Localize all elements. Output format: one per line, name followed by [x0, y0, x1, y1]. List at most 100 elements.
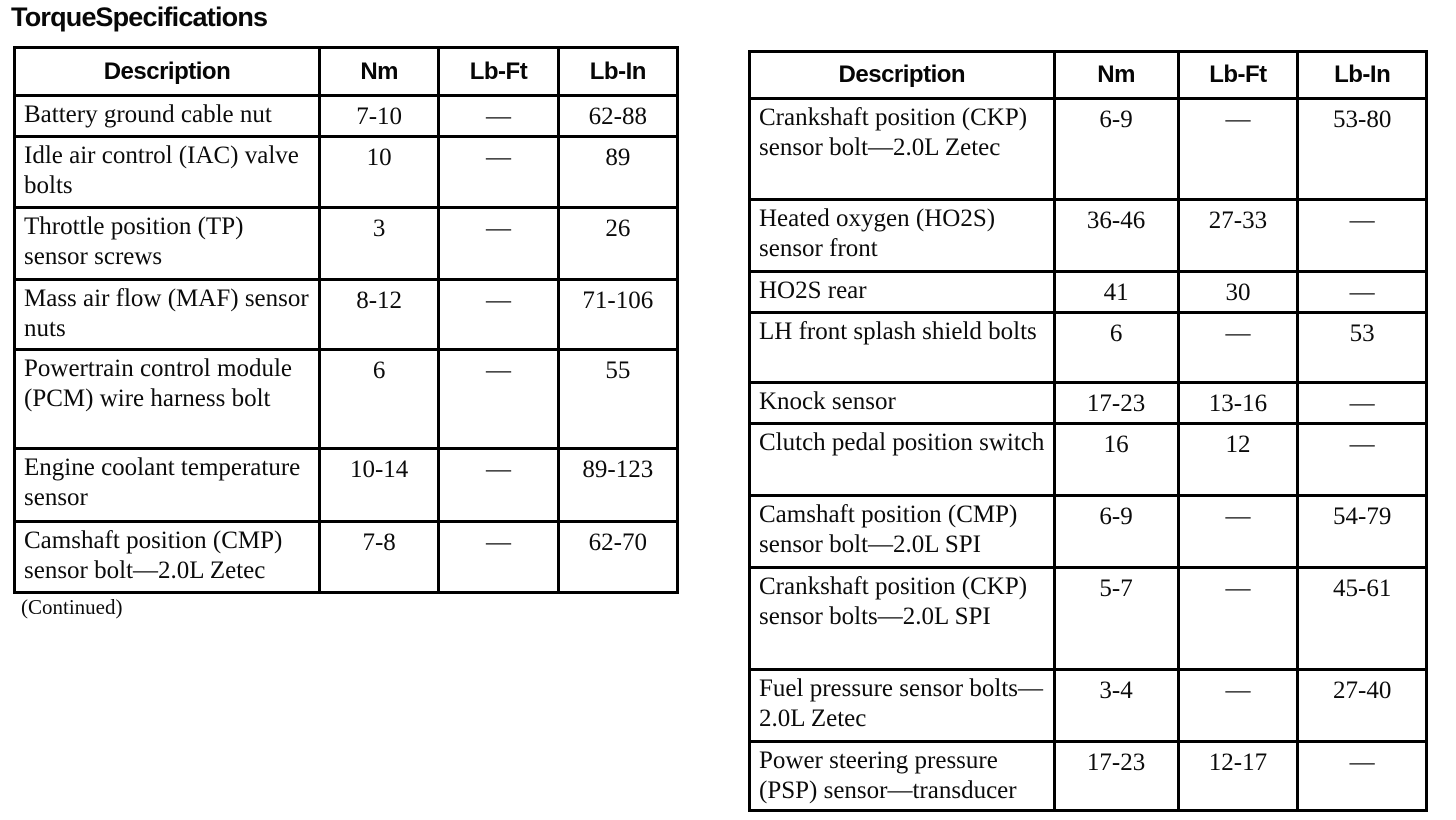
column-header-description: Description: [13, 46, 321, 97]
description-cell: Knock sensor: [748, 381, 1056, 425]
description-cell: Camshaft position (CMP) sensor bolt—2.0L…: [13, 520, 321, 594]
description-cell: Fuel pressure sensor bolts—2.0L Zetec: [748, 668, 1056, 743]
lb-in-value-cell: —: [1296, 422, 1428, 497]
lb-ft-value-cell: —: [1176, 97, 1300, 201]
table-row: Powertrain control module (PCM) wire har…: [13, 348, 680, 450]
page-title: Torque Specifications: [11, 2, 268, 32]
table-row: Heated oxygen (HO2S) sensor front 36-46 …: [748, 198, 1428, 273]
lb-in-value-cell: 62-70: [556, 520, 680, 594]
nm-value-cell: 6: [317, 348, 441, 450]
nm-value-cell: 7-8: [317, 520, 441, 594]
continued-note: (Continued): [21, 595, 123, 619]
torque-spec-table-left: Description Nm Lb-Ft Lb-In Battery groun…: [13, 46, 680, 594]
lb-ft-value-cell: 12: [1176, 422, 1300, 497]
table-row: Power steering pressure (PSP) sensor—tra…: [748, 740, 1428, 812]
lb-in-value-cell: —: [1296, 270, 1428, 314]
table-row: Knock sensor 17-23 13-16 —: [748, 381, 1428, 425]
lb-in-value-cell: 45-61: [1296, 566, 1428, 671]
table-body: Crankshaft position (CKP) sensor bolt—2.…: [748, 97, 1428, 812]
nm-value-cell: 10: [317, 135, 441, 209]
table-row: Battery ground cable nut 7-10 — 62-88: [13, 94, 680, 138]
header-row: Description Nm Lb-Ft Lb-In: [13, 46, 680, 97]
description-cell: Throttle position (TP) sensor screws: [13, 206, 321, 281]
lb-in-value-cell: 89: [556, 135, 680, 209]
lb-ft-value-cell: —: [437, 206, 560, 281]
description-cell: Power steering pressure (PSP) sensor—tra…: [748, 740, 1056, 812]
nm-value-cell: 8-12: [317, 278, 441, 351]
description-cell: Engine coolant temperature sensor: [13, 447, 321, 523]
nm-value-cell: 6-9: [1052, 494, 1180, 569]
table-row: HO2S rear 41 30 —: [748, 270, 1428, 314]
torque-spec-table-right: Description Nm Lb-Ft Lb-In Crankshaft po…: [748, 50, 1428, 812]
header-row: Description Nm Lb-Ft Lb-In: [748, 50, 1428, 100]
description-cell: Idle air control (IAC) valve bolts: [13, 135, 321, 209]
table-row: Crankshaft position (CKP) sensor bolts—2…: [748, 566, 1428, 671]
lb-ft-value-cell: 12-17: [1176, 740, 1300, 812]
nm-value-cell: 3-4: [1052, 668, 1180, 743]
description-cell: HO2S rear: [748, 270, 1056, 314]
lb-in-value-cell: 62-88: [556, 94, 680, 138]
lb-in-value-cell: 26: [556, 206, 680, 281]
nm-value-cell: 6: [1052, 311, 1180, 384]
nm-value-cell: 10-14: [317, 447, 441, 523]
lb-ft-value-cell: —: [437, 135, 560, 209]
table-row: Clutch pedal position switch 16 12 —: [748, 422, 1428, 497]
description-cell: Clutch pedal position switch: [748, 422, 1056, 497]
table-row: Fuel pressure sensor bolts—2.0L Zetec 3-…: [748, 668, 1428, 743]
column-header-lb-ft: Lb-Ft: [1176, 50, 1300, 100]
description-cell: Mass air flow (MAF) sensor nuts: [13, 278, 321, 351]
nm-value-cell: 17-23: [1052, 381, 1180, 425]
column-header-description: Description: [748, 50, 1056, 100]
table-row: Crankshaft position (CKP) sensor bolt—2.…: [748, 97, 1428, 201]
lb-ft-value-cell: —: [1176, 566, 1300, 671]
lb-ft-value-cell: 30: [1176, 270, 1300, 314]
lb-ft-value-cell: —: [437, 94, 560, 138]
lb-ft-value-cell: —: [1176, 668, 1300, 743]
nm-value-cell: 41: [1052, 270, 1180, 314]
lb-in-value-cell: 55: [556, 348, 680, 450]
nm-value-cell: 36-46: [1052, 198, 1180, 273]
lb-ft-value-cell: —: [437, 520, 560, 594]
column-header-lb-ft: Lb-Ft: [437, 46, 560, 97]
table-header: Description Nm Lb-Ft Lb-In: [13, 46, 680, 97]
lb-ft-value-cell: —: [1176, 494, 1300, 569]
lb-ft-value-cell: —: [1176, 311, 1300, 384]
table-row: Camshaft position (CMP) sensor bolt—2.0L…: [13, 520, 680, 594]
lb-ft-value-cell: 13-16: [1176, 381, 1300, 425]
description-cell: Battery ground cable nut: [13, 94, 321, 138]
lb-ft-value-cell: —: [437, 447, 560, 523]
description-cell: LH front splash shield bolts: [748, 311, 1056, 384]
nm-value-cell: 3: [317, 206, 441, 281]
lb-in-value-cell: —: [1296, 381, 1428, 425]
table-body: Battery ground cable nut 7-10 — 62-88 Id…: [13, 94, 680, 594]
lb-ft-value-cell: —: [437, 348, 560, 450]
lb-in-value-cell: 54-79: [1296, 494, 1428, 569]
column-header-lb-in: Lb-In: [556, 46, 680, 97]
nm-value-cell: 6-9: [1052, 97, 1180, 201]
description-cell: Crankshaft position (CKP) sensor bolt—2.…: [748, 97, 1056, 201]
table-header: Description Nm Lb-Ft Lb-In: [748, 50, 1428, 100]
nm-value-cell: 5-7: [1052, 566, 1180, 671]
column-header-nm: Nm: [317, 46, 441, 97]
lb-in-value-cell: 53: [1296, 311, 1428, 384]
lb-in-value-cell: 71-106: [556, 278, 680, 351]
description-cell: Powertrain control module (PCM) wire har…: [13, 348, 321, 450]
table-row: Camshaft position (CMP) sensor bolt—2.0L…: [748, 494, 1428, 569]
lb-in-value-cell: 27-40: [1296, 668, 1428, 743]
lb-in-value-cell: —: [1296, 198, 1428, 273]
table-row: Mass air flow (MAF) sensor nuts 8-12 — 7…: [13, 278, 680, 351]
nm-value-cell: 16: [1052, 422, 1180, 497]
nm-value-cell: 7-10: [317, 94, 441, 138]
column-header-lb-in: Lb-In: [1296, 50, 1428, 100]
description-cell: Heated oxygen (HO2S) sensor front: [748, 198, 1056, 273]
lb-in-value-cell: —: [1296, 740, 1428, 812]
lb-in-value-cell: 89-123: [556, 447, 680, 523]
table-row: Idle air control (IAC) valve bolts 10 — …: [13, 135, 680, 209]
column-header-nm: Nm: [1052, 50, 1180, 100]
table-row: Throttle position (TP) sensor screws 3 —…: [13, 206, 680, 281]
nm-value-cell: 17-23: [1052, 740, 1180, 812]
description-cell: Camshaft position (CMP) sensor bolt—2.0L…: [748, 494, 1056, 569]
table-row: Engine coolant temperature sensor 10-14 …: [13, 447, 680, 523]
lb-ft-value-cell: 27-33: [1176, 198, 1300, 273]
description-cell: Crankshaft position (CKP) sensor bolts—2…: [748, 566, 1056, 671]
